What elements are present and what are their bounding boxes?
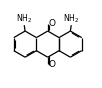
Text: O: O — [49, 60, 56, 69]
Text: NH$_2$: NH$_2$ — [16, 13, 32, 25]
Text: O: O — [49, 19, 56, 28]
Text: NH$_2$: NH$_2$ — [63, 13, 79, 25]
